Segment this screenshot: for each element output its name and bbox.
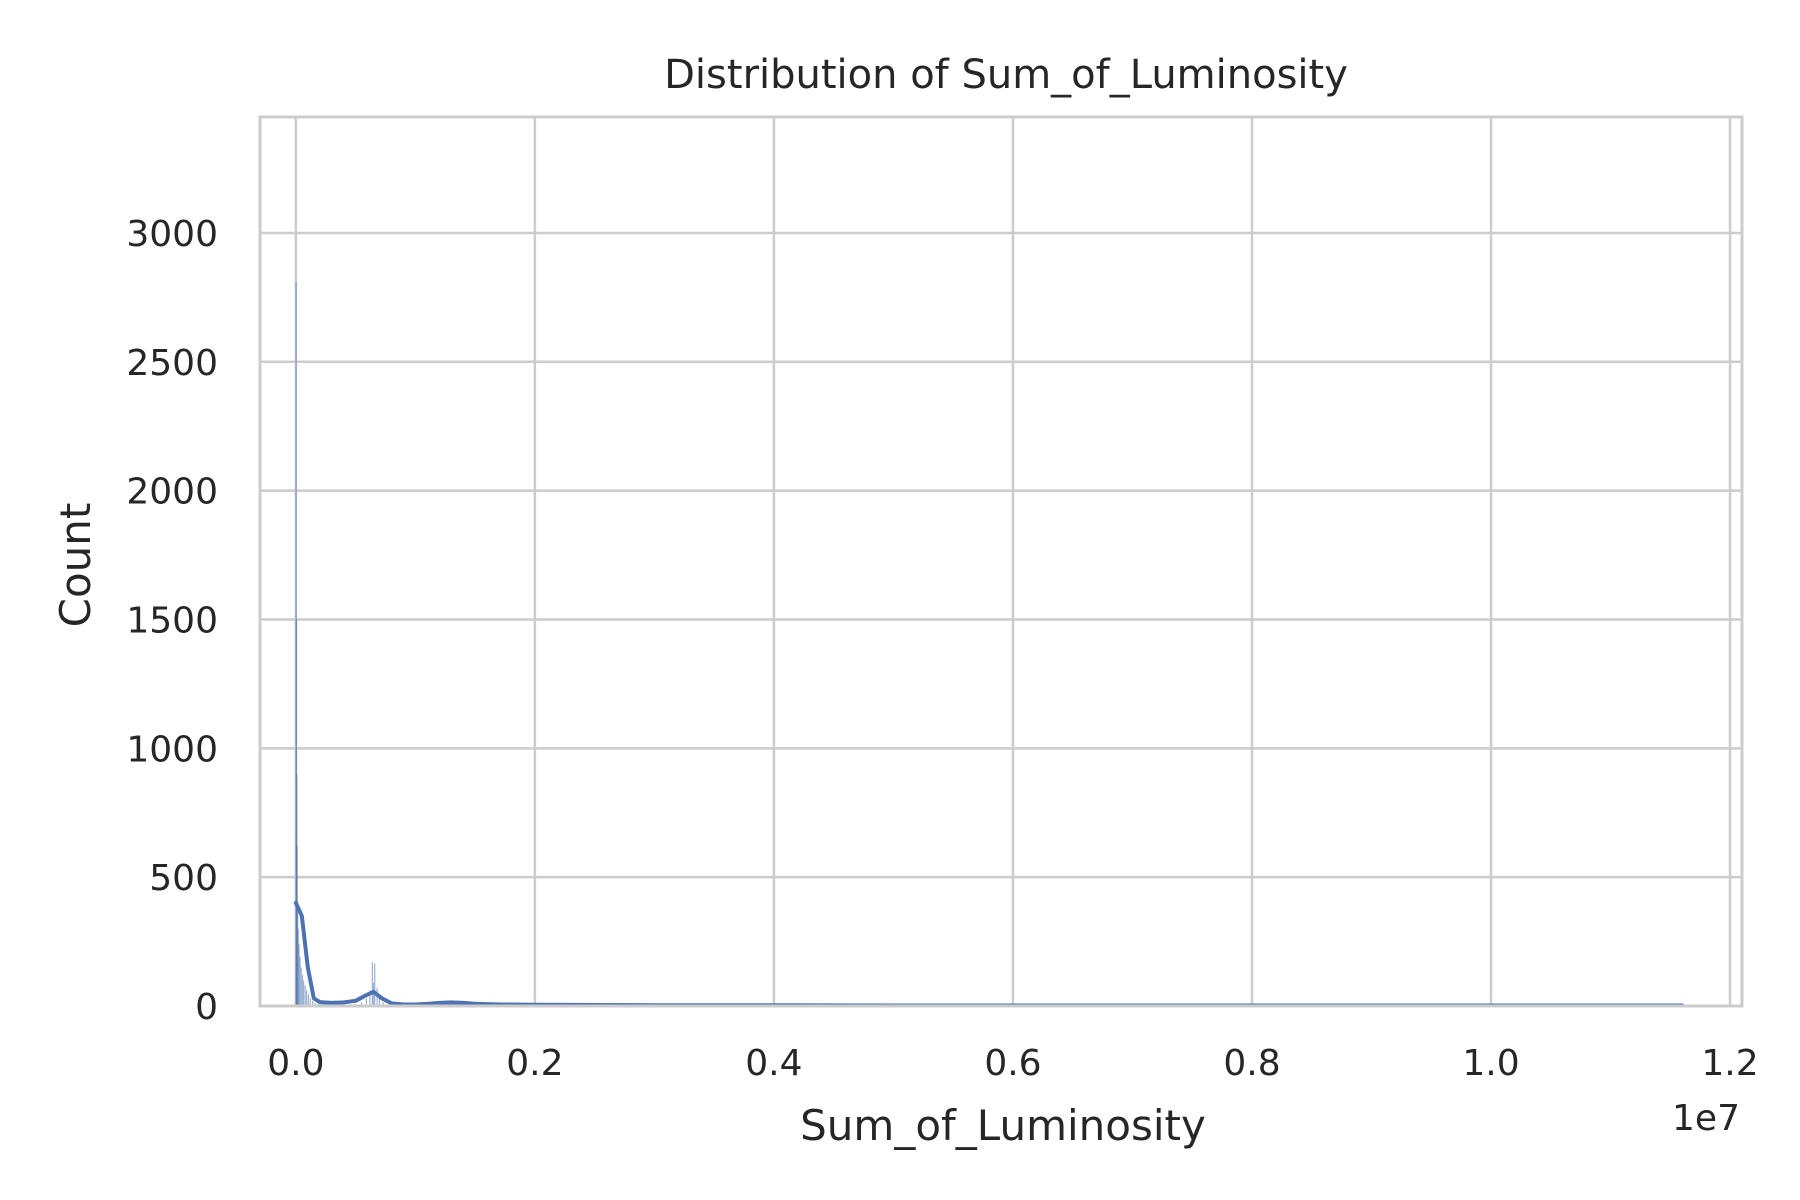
x-tick-label: 1.2 bbox=[1701, 1043, 1758, 1084]
histogram-bar bbox=[303, 980, 305, 1006]
y-tick-label: 1000 bbox=[126, 729, 218, 770]
x-axis-label: Sum_of_Luminosity bbox=[800, 1101, 1206, 1150]
histogram-bar bbox=[304, 985, 306, 1006]
x-offset-label: 1e7 bbox=[1672, 1098, 1740, 1139]
histogram-bar bbox=[307, 994, 310, 1006]
histogram-bars bbox=[295, 281, 554, 1006]
y-tick-label: 0 bbox=[195, 987, 218, 1028]
x-tick-label: 0.0 bbox=[267, 1043, 324, 1084]
histogram-bar bbox=[300, 967, 302, 1006]
histogram-bar bbox=[297, 928, 299, 1006]
y-axis-label: Count bbox=[51, 503, 100, 628]
histogram-bar bbox=[301, 975, 304, 1006]
plot-frame bbox=[258, 115, 1744, 1008]
y-tick-label: 500 bbox=[149, 858, 218, 899]
y-tick-label: 3000 bbox=[126, 214, 218, 255]
y-tick-label: 2500 bbox=[126, 343, 218, 384]
histogram-bar bbox=[311, 1000, 314, 1006]
x-tick-labels: 0.0 0.2 0.4 0.6 0.8 1.0 1.2 bbox=[267, 1043, 1758, 1084]
histogram-bar bbox=[372, 982, 375, 1006]
x-tick-label: 0.4 bbox=[745, 1043, 802, 1084]
x-tick-label: 0.8 bbox=[1223, 1043, 1280, 1084]
x-tick-label: 0.6 bbox=[984, 1043, 1041, 1084]
histogram-bar bbox=[450, 1002, 452, 1006]
x-tick-label: 1.0 bbox=[1462, 1043, 1519, 1084]
histogram-bar bbox=[369, 990, 371, 1006]
histogram-bar bbox=[314, 1002, 316, 1006]
histogram-bar bbox=[365, 998, 367, 1006]
histogram-bar bbox=[306, 990, 308, 1006]
histogram-bar bbox=[360, 1002, 363, 1006]
histogram-bar bbox=[309, 998, 311, 1006]
grid-lines bbox=[260, 117, 1742, 1008]
histogram-bar bbox=[299, 957, 301, 1006]
histogram-bar bbox=[371, 962, 373, 1006]
histogram-bar bbox=[382, 1002, 384, 1006]
histogram-bar bbox=[298, 944, 300, 1006]
y-tick-labels: 0 500 1000 1500 2000 2500 3000 bbox=[126, 214, 218, 1028]
x-tick-label: 0.2 bbox=[506, 1043, 563, 1084]
y-tick-label: 1500 bbox=[126, 600, 218, 641]
histogram-bar bbox=[374, 963, 376, 1006]
chart-title: Distribution of Sum_of_Luminosity bbox=[664, 52, 1348, 98]
histogram-bar bbox=[378, 995, 381, 1006]
y-tick-label: 2000 bbox=[126, 472, 218, 513]
